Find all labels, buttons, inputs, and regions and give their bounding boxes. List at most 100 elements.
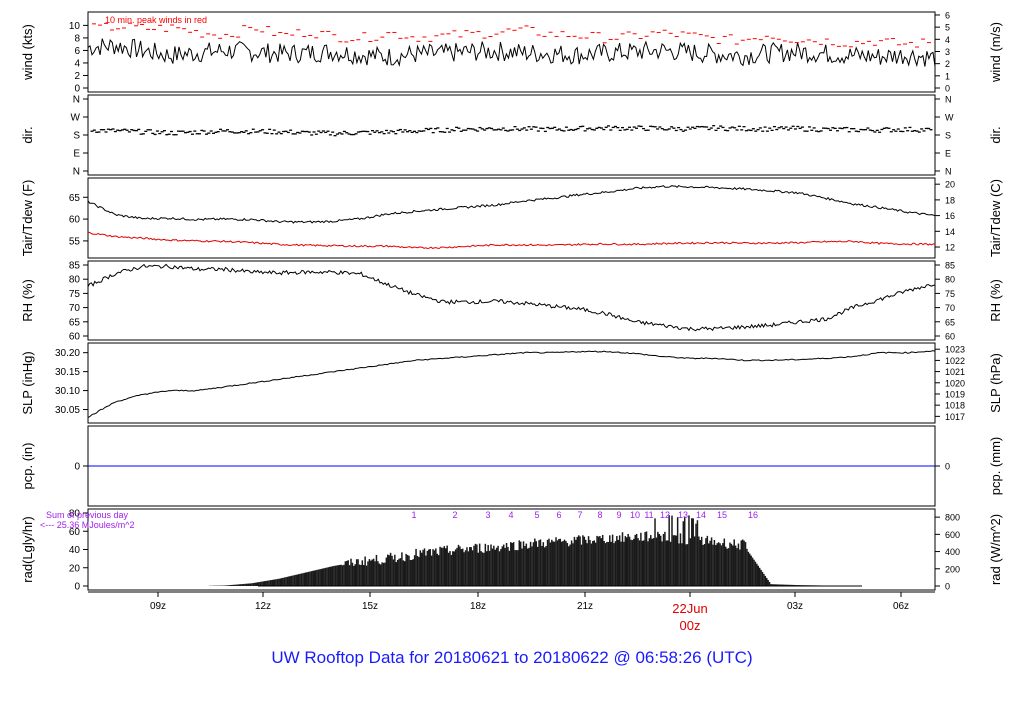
left-tick-label-0: 6 <box>74 46 80 57</box>
y-axis-label-right-3: RH (%) <box>988 279 1003 322</box>
y-axis-label-left-5: pcp. (in) <box>20 443 35 490</box>
left-tick-label-0: 10 <box>69 21 81 32</box>
panel-frame-1 <box>87 94 936 176</box>
left-tick-label-1: S <box>73 131 80 142</box>
right-tick-label-5: 0 <box>945 462 950 472</box>
right-tick-label-4: 1022 <box>945 356 965 366</box>
right-tick-label-0: 6 <box>945 10 950 20</box>
pressure-line <box>87 350 936 419</box>
right-tick-label-3: 65 <box>945 317 955 327</box>
hour-label-5: 5 <box>534 510 539 520</box>
right-tick-label-0: 3 <box>945 47 950 57</box>
left-tick-label-1: E <box>73 149 80 160</box>
hour-label-1: 1 <box>411 510 416 520</box>
radiation-sum-label: Sum of previous day <box>46 510 129 520</box>
hour-label-7: 7 <box>577 510 582 520</box>
x-tick-label: 15z <box>362 601 378 612</box>
left-tick-label-3: 80 <box>69 275 81 286</box>
left-tick-label-2: 65 <box>69 193 81 204</box>
air-temperature-line <box>87 185 936 224</box>
footer-title: UW Rooftop Data for 20180621 to 20180622… <box>271 648 753 667</box>
left-tick-label-0: 4 <box>74 58 80 69</box>
right-tick-label-6: 600 <box>945 530 960 540</box>
y-axis-label-right-4: SLP (hPa) <box>988 353 1003 413</box>
right-tick-label-2: 16 <box>945 211 955 221</box>
left-tick-label-1: W <box>71 113 81 124</box>
right-tick-label-1: N <box>945 95 952 105</box>
left-tick-label-3: 65 <box>69 317 81 328</box>
y-axis-label-left-6: rad(Lgly/hr) <box>20 516 35 582</box>
hour-label-10: 10 <box>630 510 640 520</box>
right-tick-label-6: 200 <box>945 564 960 574</box>
right-tick-label-3: 75 <box>945 289 955 299</box>
right-tick-label-2: 20 <box>945 180 955 190</box>
peak-wind-annotation: 10 min. peak winds in red <box>105 15 207 25</box>
y-axis-label-left-1: dir. <box>20 126 35 143</box>
left-tick-label-3: 60 <box>69 332 81 343</box>
right-tick-label-6: 0 <box>945 582 950 592</box>
x-tick-label: 03z <box>787 601 803 612</box>
right-tick-label-3: 70 <box>945 303 955 313</box>
hour-label-6: 6 <box>556 510 561 520</box>
x-tick-label: 18z <box>470 601 486 612</box>
hour-label-11: 11 <box>644 510 653 520</box>
right-tick-label-4: 1020 <box>945 378 965 388</box>
right-tick-label-3: 85 <box>945 261 955 271</box>
left-tick-label-6: 20 <box>69 563 81 574</box>
left-tick-label-1: N <box>73 95 80 106</box>
hour-label-3: 3 <box>485 510 490 520</box>
right-tick-label-4: 1023 <box>945 345 965 355</box>
hour-label-9: 9 <box>616 510 621 520</box>
x-date-sublabel: 00z <box>680 618 701 633</box>
y-axis-label-right-0: wind (m/s) <box>988 22 1003 83</box>
right-tick-label-6: 800 <box>945 513 960 523</box>
right-tick-label-3: 80 <box>945 275 955 285</box>
y-axis-label-left-4: SLP (inHg) <box>20 351 35 414</box>
hour-label-8: 8 <box>597 510 602 520</box>
y-axis-label-left-0: wind (kts) <box>20 24 35 81</box>
left-tick-label-0: 0 <box>74 84 80 95</box>
right-tick-label-1: W <box>945 113 954 123</box>
right-tick-label-1: N <box>945 167 952 177</box>
y-axis-label-right-5: pcp. (mm) <box>988 437 1003 496</box>
right-tick-label-1: S <box>945 131 951 141</box>
left-tick-label-6: 80 <box>69 509 81 520</box>
left-tick-label-0: 2 <box>74 71 80 82</box>
left-tick-label-0: 8 <box>74 33 80 44</box>
right-tick-label-0: 4 <box>945 35 950 45</box>
left-tick-label-4: 30.15 <box>55 367 80 378</box>
right-tick-label-4: 1018 <box>945 401 965 411</box>
right-tick-label-0: 0 <box>945 84 950 94</box>
panel-frame-4 <box>87 342 936 424</box>
left-tick-label-2: 60 <box>69 215 81 226</box>
left-tick-label-6: 0 <box>74 582 80 593</box>
left-tick-label-4: 30.05 <box>55 405 80 416</box>
y-axis-label-right-2: Tair/Tdew (C) <box>988 179 1003 257</box>
right-tick-label-0: 1 <box>945 71 950 81</box>
right-tick-label-1: E <box>945 149 951 159</box>
x-tick-label: 12z <box>255 601 271 612</box>
panel-frame-0 <box>87 11 936 93</box>
y-axis-label-right-6: rad (W/m^2) <box>988 514 1003 585</box>
x-tick-label: 21z <box>577 601 593 612</box>
hour-label-2: 2 <box>452 510 457 520</box>
x-tick-label: 09z <box>150 601 166 612</box>
right-tick-label-2: 14 <box>945 227 955 237</box>
right-tick-label-0: 5 <box>945 23 950 33</box>
x-date-label: 22Jun <box>672 601 707 616</box>
left-tick-label-6: 60 <box>69 527 81 538</box>
panel-frame-2 <box>87 177 936 259</box>
hour-label-13: 13 <box>678 510 688 520</box>
right-tick-label-6: 400 <box>945 547 960 557</box>
right-tick-label-4: 1019 <box>945 389 965 399</box>
hour-label-4: 4 <box>508 510 513 520</box>
left-tick-label-6: 40 <box>69 545 81 556</box>
left-tick-label-3: 75 <box>69 289 81 300</box>
left-tick-label-4: 30.10 <box>55 386 80 397</box>
left-tick-label-4: 30.20 <box>55 348 80 359</box>
left-tick-label-1: N <box>73 167 80 178</box>
left-tick-label-2: 55 <box>69 236 81 247</box>
y-axis-label-right-1: dir. <box>988 126 1003 143</box>
